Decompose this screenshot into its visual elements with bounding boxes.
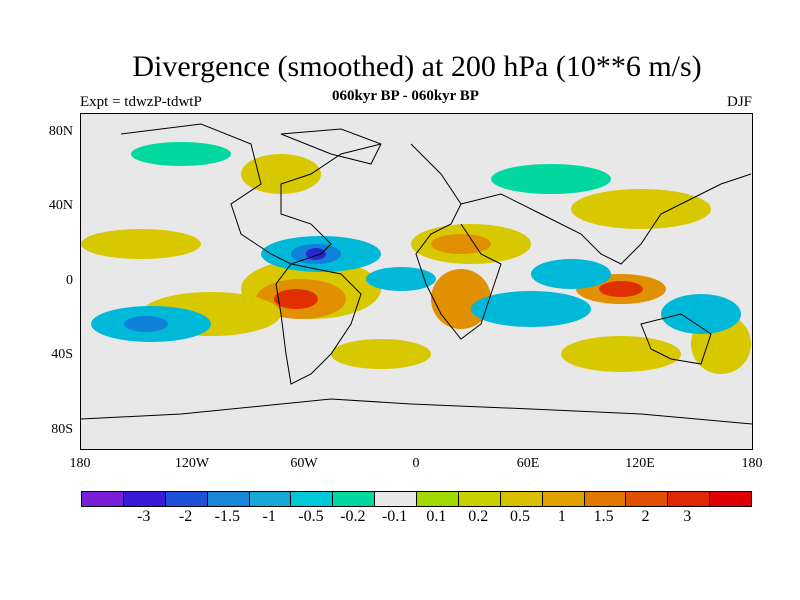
colorbar-swatch bbox=[417, 492, 459, 506]
coastlines bbox=[81, 123, 752, 425]
lon-tick-0: 0 bbox=[412, 456, 420, 471]
lon-tick-60W: 60W bbox=[290, 456, 318, 471]
colorbar-swatch bbox=[626, 492, 669, 506]
colorbar-swatch bbox=[123, 492, 166, 506]
colorbar-label: -2 bbox=[178, 508, 193, 525]
colorbar-label: -0.2 bbox=[340, 508, 366, 525]
lon-tick-180W: 180 bbox=[69, 456, 91, 471]
colorbar-swatch bbox=[710, 492, 751, 506]
colorbar-label: 2 bbox=[641, 508, 650, 525]
map-panel bbox=[80, 113, 753, 450]
lat-tick-40N: 40N bbox=[48, 198, 73, 213]
colorbar-label: -1 bbox=[262, 508, 276, 525]
colorbar-swatch bbox=[82, 492, 124, 506]
field-positive bbox=[81, 154, 751, 374]
colorbar-swatch bbox=[542, 492, 585, 506]
colorbar-label: 0.5 bbox=[510, 508, 531, 525]
lon-tick-120E: 120E bbox=[625, 456, 655, 471]
lat-tick-40S: 40S bbox=[51, 347, 73, 362]
lat-tick-80S: 80S bbox=[51, 422, 73, 437]
lat-tick-0: 0 bbox=[66, 273, 73, 288]
colorbar-swatch bbox=[500, 492, 543, 506]
period-label: 060kyr BP - 060kyr BP bbox=[332, 88, 479, 104]
colorbar-label: -1.5 bbox=[214, 508, 240, 525]
colorbar-label: 0.1 bbox=[426, 508, 447, 525]
lon-tick-180E: 180 bbox=[741, 456, 763, 471]
colorbar-label: 1 bbox=[557, 508, 566, 525]
colorbar bbox=[81, 491, 752, 507]
season-label: DJF bbox=[726, 94, 752, 110]
colorbar-swatch bbox=[584, 492, 627, 506]
lon-tick-60E: 60E bbox=[516, 456, 540, 471]
colorbar-swatch bbox=[165, 492, 208, 506]
divergence-map bbox=[81, 123, 752, 425]
lat-tick-80N: 80N bbox=[48, 124, 73, 139]
colorbar-swatch bbox=[207, 492, 250, 506]
colorbar-swatch bbox=[668, 492, 711, 506]
colorbar-swatch bbox=[249, 492, 292, 506]
colorbar-swatch bbox=[375, 492, 417, 506]
colorbar-label: 0.2 bbox=[468, 508, 489, 525]
colorbar-swatch bbox=[291, 492, 334, 506]
experiment-label: Expt = tdwzP-tdwtP bbox=[80, 94, 202, 110]
colorbar-swatch bbox=[333, 492, 376, 506]
chart-title: Divergence (smoothed) at 200 hPa (10**6 … bbox=[132, 50, 702, 83]
colorbar-label: -0.1 bbox=[381, 508, 408, 525]
lon-tick-120W: 120W bbox=[174, 456, 210, 471]
colorbar-label: -3 bbox=[137, 508, 151, 525]
colorbar-swatch bbox=[458, 492, 501, 506]
colorbar-label: -0.5 bbox=[298, 508, 324, 525]
colorbar-label: 3 bbox=[683, 508, 692, 525]
colorbar-label: 1.5 bbox=[593, 508, 614, 525]
